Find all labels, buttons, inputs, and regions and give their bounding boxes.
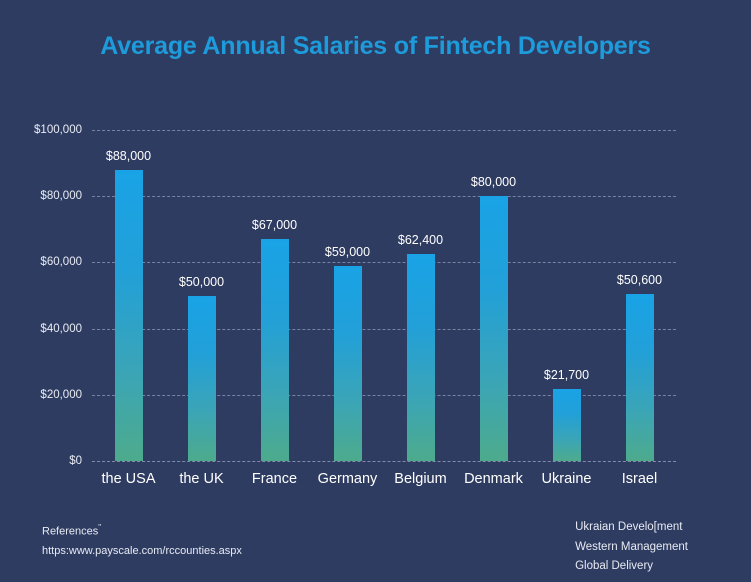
gridline xyxy=(92,394,676,396)
brand-line-1: Ukraian Develo[ment xyxy=(575,521,683,533)
bar-value-label: $50,600 xyxy=(616,272,663,287)
y-axis-tick-label: $100,000 xyxy=(34,124,82,136)
bar[interactable] xyxy=(114,169,143,461)
y-axis-tick-label: $60,000 xyxy=(40,256,82,269)
bar-value-label: $50,000 xyxy=(178,274,225,289)
brand-line-2: Western Management xyxy=(575,540,688,553)
plot-area: $0 $20,000 $40,000 $60,000 $80,000 $100,000 $… xyxy=(34,124,676,488)
y-axis-tick-label: $80,000 xyxy=(40,190,82,203)
gridline xyxy=(92,130,676,131)
bar[interactable] xyxy=(187,295,216,461)
gridline xyxy=(92,196,676,198)
bar[interactable] xyxy=(333,265,362,461)
x-axis-category-label: France xyxy=(251,471,298,487)
x-axis-category-label: the UK xyxy=(179,471,224,487)
bar-value-label: $80,000 xyxy=(470,175,517,190)
bar[interactable] xyxy=(406,254,435,461)
source-url[interactable]: https:www.payscale.com/rccounties.aspx xyxy=(42,544,242,557)
bar-slot: $80,000 Denmark xyxy=(457,130,530,487)
bar[interactable] xyxy=(479,196,508,461)
brand-line-3: Global Delivery xyxy=(575,560,654,572)
bar-value-label: $67,000 xyxy=(251,218,298,233)
bar[interactable] xyxy=(625,293,654,461)
x-axis-category-label: Denmark xyxy=(464,471,523,487)
brand-block: Ukraian Develo[ment Western Management G… xyxy=(575,518,688,577)
x-axis-category-label: Belgium xyxy=(394,471,447,487)
bar-value-label: $21,700 xyxy=(543,368,590,383)
references-marker: " xyxy=(98,523,102,532)
y-axis-tick-label: $20,000 xyxy=(40,388,82,401)
y-axis-tick-label: $0 xyxy=(69,455,82,467)
x-axis-category-label: Ukraine xyxy=(541,471,592,487)
references-block: References" https:www.payscale.com/rccou… xyxy=(42,518,242,561)
references-label-line: References" xyxy=(42,518,242,542)
y-axis-tick-label: $40,000 xyxy=(40,322,82,335)
bar-slot: $50,000 the UK xyxy=(165,130,238,488)
bar[interactable] xyxy=(260,239,289,461)
bar-slot: $50,600 Israel xyxy=(603,130,676,487)
x-axis-category-label: the USA xyxy=(101,471,156,487)
x-axis-category-label: Israel xyxy=(621,471,658,487)
bar-slot: $88,000 the USA xyxy=(92,130,165,487)
bar-value-label: $59,000 xyxy=(324,244,371,259)
bar-value-label: $88,000 xyxy=(105,148,152,163)
bar-slot: $67,000 France xyxy=(238,130,311,487)
bar-slot: $21,700 Ukraine xyxy=(530,130,603,487)
bars-group: $88,000 the USA $50,000 the UK $67,000 France… xyxy=(92,130,676,488)
bar[interactable] xyxy=(552,389,581,461)
gridline xyxy=(92,262,676,264)
bar-slot: $62,400 Belgium xyxy=(384,130,457,487)
chart-title: Average Annual Salaries of Fintech Devel… xyxy=(100,32,651,60)
gridline xyxy=(92,461,676,462)
bar-slot: $59,000 Germany xyxy=(311,130,384,487)
bar-value-label: $62,400 xyxy=(397,233,444,248)
gridline xyxy=(92,328,676,330)
references-label: References xyxy=(42,525,99,538)
x-axis-category-label: Germany xyxy=(317,471,378,487)
